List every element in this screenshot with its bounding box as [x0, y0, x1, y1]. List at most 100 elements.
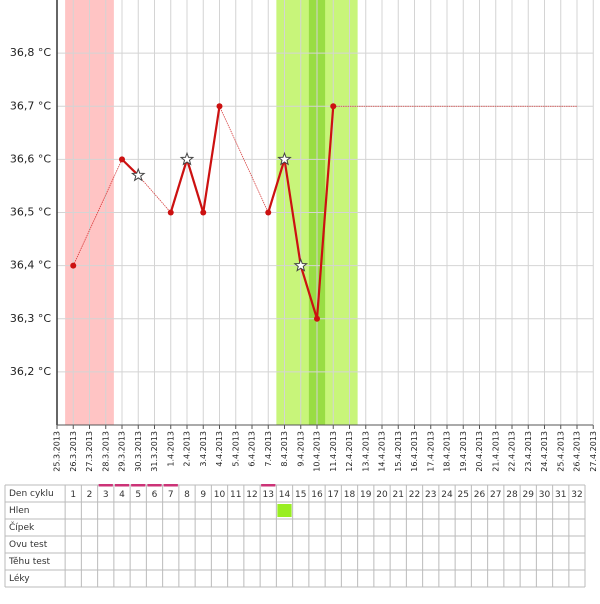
point — [330, 103, 337, 110]
cycle-day: 2 — [87, 490, 93, 500]
x-tick-label: 15.4.2013 — [394, 431, 403, 472]
x-tick-label: 1.4.2013 — [166, 431, 175, 467]
cycle-day: 27 — [490, 490, 501, 500]
consecutive-segment — [315, 106, 335, 319]
x-tick-label: 12.4.2013 — [345, 431, 354, 472]
row-label: Hlen — [9, 506, 30, 516]
consecutive-segment — [299, 265, 319, 320]
x-tick-label: 11.4.2013 — [329, 431, 338, 472]
consecutive-segment — [121, 158, 140, 177]
cycle-day: 13 — [263, 490, 274, 500]
point — [70, 262, 77, 269]
cycle-day: 7 — [168, 490, 174, 500]
y-tick-label: 36,6 °C — [10, 152, 51, 165]
point — [314, 315, 320, 322]
x-tick-label: 6.4.2013 — [248, 431, 257, 467]
cycle-day: 6 — [152, 490, 158, 500]
x-tick-label: 20.4.2013 — [475, 431, 484, 472]
day-underline — [261, 484, 276, 487]
y-tick-label: 36,5 °C — [10, 206, 51, 219]
x-tick-label: 25.4.2013 — [556, 431, 565, 472]
cycle-day: 24 — [441, 490, 453, 500]
cycle-day: 17 — [328, 490, 339, 500]
cycle-day: 3 — [103, 490, 109, 500]
x-tick-label: 17.4.2013 — [426, 431, 435, 472]
cycle-day: 28 — [506, 490, 518, 500]
x-tick-label: 16.4.2013 — [410, 431, 419, 472]
x-tick-label: 24.4.2013 — [540, 431, 549, 472]
row-label: Léky — [9, 573, 30, 584]
point — [216, 103, 223, 110]
x-tick-label: 27.4.2013 — [589, 431, 598, 472]
cycle-day: 15 — [295, 490, 306, 500]
day-underline — [98, 484, 113, 487]
cycle-day: 21 — [393, 490, 404, 500]
cycle-day: 31 — [555, 490, 566, 500]
star-point — [277, 151, 292, 166]
x-tick-label: 21.4.2013 — [491, 431, 500, 472]
x-tick-label: 3.4.2013 — [199, 431, 208, 467]
star-point — [293, 258, 309, 272]
x-tick-label: 14.4.2013 — [378, 431, 387, 472]
x-tick-label: 30.3.2013 — [134, 431, 143, 472]
x-tick-label: 26.3.2013 — [69, 431, 78, 472]
row-label: Čípek — [9, 521, 35, 533]
day-underline — [114, 484, 130, 487]
cycle-day: 29 — [523, 490, 535, 500]
consecutive-segment — [267, 159, 286, 213]
y-tick-label: 36,7 °C — [10, 99, 51, 112]
cycle-day: 30 — [539, 490, 551, 500]
point — [119, 156, 125, 163]
x-tick-label: 27.3.2013 — [85, 431, 94, 472]
point — [265, 209, 272, 216]
x-tick-label: 26.4.2013 — [573, 431, 582, 472]
x-tick-label: 9.4.2013 — [296, 431, 305, 467]
consecutive-segment — [283, 159, 302, 266]
cycle-day: 23 — [425, 490, 436, 500]
x-tick-label: 8.4.2013 — [280, 431, 289, 467]
x-tick-label: 4.4.2013 — [215, 431, 224, 467]
cycle-day: 11 — [230, 490, 241, 500]
cycle-day: 19 — [360, 490, 372, 500]
x-tick-label: 5.4.2013 — [231, 431, 240, 467]
y-tick-label: 36,8 °C — [10, 46, 51, 59]
x-tick-label: 10.4.2013 — [313, 431, 322, 472]
cycle-day: 12 — [246, 490, 257, 500]
x-tick-label: 22.4.2013 — [508, 431, 517, 472]
x-tick-label: 19.4.2013 — [459, 431, 468, 472]
x-tick-label: 2.4.2013 — [183, 431, 192, 467]
day-underline — [163, 484, 178, 487]
cycle-day: 26 — [474, 490, 486, 500]
row-label: Den cyklu — [9, 489, 54, 499]
x-tick-label: 13.4.2013 — [361, 431, 370, 472]
row-label: Ovu test — [9, 540, 48, 550]
cycle-day: 20 — [376, 490, 388, 500]
filled-cell — [277, 504, 292, 517]
cycle-day: 25 — [458, 490, 469, 500]
cycle-day: 1 — [70, 490, 76, 500]
cycle-day: 4 — [119, 490, 125, 500]
y-tick-label: 36,4 °C — [10, 259, 51, 272]
cycle-day: 18 — [344, 490, 356, 500]
consecutive-segment — [202, 106, 221, 213]
point — [167, 209, 174, 216]
x-tick-label: 28.3.2013 — [101, 431, 110, 472]
y-tick-label: 36,3 °C — [10, 312, 51, 325]
day-underline — [131, 484, 146, 487]
day-underline — [147, 484, 162, 487]
row-label: Těhu test — [8, 557, 51, 567]
cycle-day: 10 — [214, 490, 226, 500]
y-tick-label: 36,2 °C — [10, 365, 51, 378]
cycle-day: 16 — [311, 490, 323, 500]
x-tick-label: 29.3.2013 — [118, 431, 127, 472]
x-tick-label: 23.4.2013 — [524, 431, 533, 472]
x-tick-label: 7.4.2013 — [264, 431, 273, 467]
consecutive-segment — [169, 159, 189, 213]
point — [200, 209, 207, 216]
cycle-day: 22 — [409, 490, 420, 500]
x-tick-label: 31.3.2013 — [150, 431, 159, 472]
consecutive-segment — [185, 159, 205, 213]
x-tick-label: 25.3.2013 — [53, 431, 62, 472]
cycle-day: 8 — [184, 490, 190, 500]
